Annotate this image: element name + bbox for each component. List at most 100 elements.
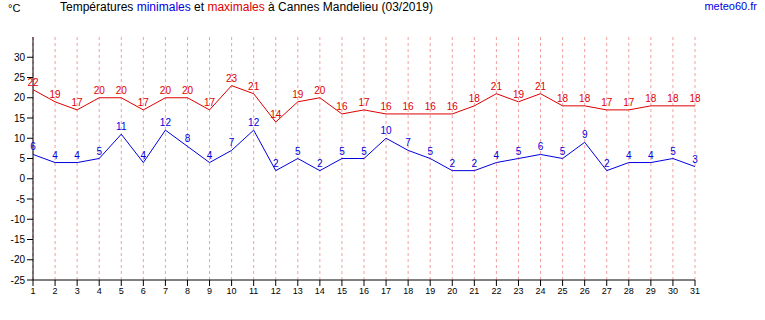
svg-text:23: 23	[226, 73, 238, 84]
svg-text:9: 9	[582, 129, 588, 140]
svg-text:20: 20	[182, 85, 194, 96]
svg-text:24: 24	[536, 286, 546, 296]
svg-text:7: 7	[229, 137, 235, 148]
svg-text:2: 2	[604, 158, 610, 169]
svg-text:29: 29	[646, 286, 656, 296]
svg-text:16: 16	[381, 101, 393, 112]
svg-text:17: 17	[72, 97, 84, 108]
svg-text:2: 2	[53, 286, 58, 296]
svg-text:5: 5	[361, 146, 367, 157]
svg-text:5: 5	[96, 146, 102, 157]
svg-text:17: 17	[138, 97, 150, 108]
svg-text:22: 22	[491, 286, 501, 296]
svg-text:11: 11	[116, 121, 127, 132]
svg-text:0: 0	[19, 173, 25, 184]
svg-text:3: 3	[75, 286, 80, 296]
svg-text:17: 17	[623, 97, 635, 108]
svg-text:21: 21	[491, 81, 503, 92]
svg-text:1: 1	[30, 286, 35, 296]
svg-text:2: 2	[317, 158, 323, 169]
svg-text:16: 16	[425, 101, 437, 112]
svg-text:26: 26	[580, 286, 590, 296]
svg-text:-20: -20	[11, 254, 26, 265]
svg-text:20: 20	[116, 85, 128, 96]
svg-text:4: 4	[141, 150, 147, 161]
svg-text:19: 19	[292, 89, 304, 100]
svg-text:18: 18	[469, 93, 481, 104]
svg-text:12: 12	[271, 286, 281, 296]
svg-text:7: 7	[163, 286, 168, 296]
svg-text:10: 10	[381, 125, 393, 136]
svg-text:5: 5	[427, 146, 433, 157]
svg-text:20: 20	[447, 286, 457, 296]
svg-text:5: 5	[670, 146, 676, 157]
svg-text:16: 16	[336, 101, 348, 112]
svg-text:18: 18	[579, 93, 591, 104]
svg-text:19: 19	[50, 89, 62, 100]
svg-text:4: 4	[74, 150, 80, 161]
svg-text:-25: -25	[11, 275, 26, 286]
svg-text:5: 5	[19, 153, 25, 164]
svg-text:5: 5	[119, 286, 124, 296]
svg-text:4: 4	[52, 150, 58, 161]
svg-text:19: 19	[425, 286, 435, 296]
svg-text:20: 20	[94, 85, 106, 96]
svg-text:25: 25	[558, 286, 568, 296]
svg-text:18: 18	[557, 93, 569, 104]
svg-text:4: 4	[626, 150, 632, 161]
svg-text:11: 11	[249, 286, 258, 296]
svg-text:28: 28	[624, 286, 634, 296]
svg-text:5: 5	[339, 146, 345, 157]
svg-text:13: 13	[293, 286, 303, 296]
svg-text:21: 21	[248, 81, 260, 92]
svg-text:22: 22	[27, 77, 39, 88]
svg-text:16: 16	[447, 101, 459, 112]
svg-text:17: 17	[601, 97, 613, 108]
svg-text:9: 9	[207, 286, 212, 296]
svg-text:16: 16	[403, 101, 415, 112]
svg-text:23: 23	[513, 286, 523, 296]
svg-text:4: 4	[207, 150, 213, 161]
svg-text:2: 2	[273, 158, 279, 169]
svg-text:6: 6	[538, 141, 544, 152]
svg-text:17: 17	[358, 97, 370, 108]
svg-text:27: 27	[602, 286, 612, 296]
svg-text:-5: -5	[16, 194, 25, 205]
svg-text:18: 18	[689, 93, 701, 104]
svg-text:4: 4	[494, 150, 500, 161]
svg-text:5: 5	[295, 146, 301, 157]
svg-text:15: 15	[14, 113, 26, 124]
svg-text:8: 8	[185, 133, 191, 144]
svg-text:31: 31	[690, 286, 700, 296]
svg-text:3: 3	[692, 154, 698, 165]
svg-text:10: 10	[227, 286, 237, 296]
svg-text:25: 25	[14, 72, 26, 83]
svg-text:18: 18	[403, 286, 413, 296]
svg-text:21: 21	[469, 286, 479, 296]
svg-text:16: 16	[359, 286, 369, 296]
svg-text:20: 20	[14, 92, 26, 103]
svg-text:17: 17	[381, 286, 391, 296]
svg-text:19: 19	[513, 89, 525, 100]
svg-text:2: 2	[472, 158, 478, 169]
svg-text:12: 12	[160, 117, 172, 128]
svg-text:20: 20	[160, 85, 172, 96]
svg-text:6: 6	[30, 141, 36, 152]
svg-text:2: 2	[449, 158, 455, 169]
svg-text:-15: -15	[11, 234, 26, 245]
svg-text:18: 18	[645, 93, 657, 104]
svg-text:-10: -10	[11, 214, 26, 225]
svg-text:21: 21	[535, 81, 547, 92]
svg-text:20: 20	[314, 85, 326, 96]
svg-text:8: 8	[185, 286, 190, 296]
svg-text:15: 15	[337, 286, 347, 296]
svg-text:6: 6	[141, 286, 146, 296]
svg-text:10: 10	[14, 133, 26, 144]
svg-text:4: 4	[97, 286, 102, 296]
svg-text:14: 14	[315, 286, 325, 296]
svg-text:30: 30	[668, 286, 678, 296]
svg-text:30: 30	[14, 52, 26, 63]
svg-text:18: 18	[667, 93, 679, 104]
svg-text:12: 12	[248, 117, 260, 128]
svg-text:4: 4	[648, 150, 654, 161]
